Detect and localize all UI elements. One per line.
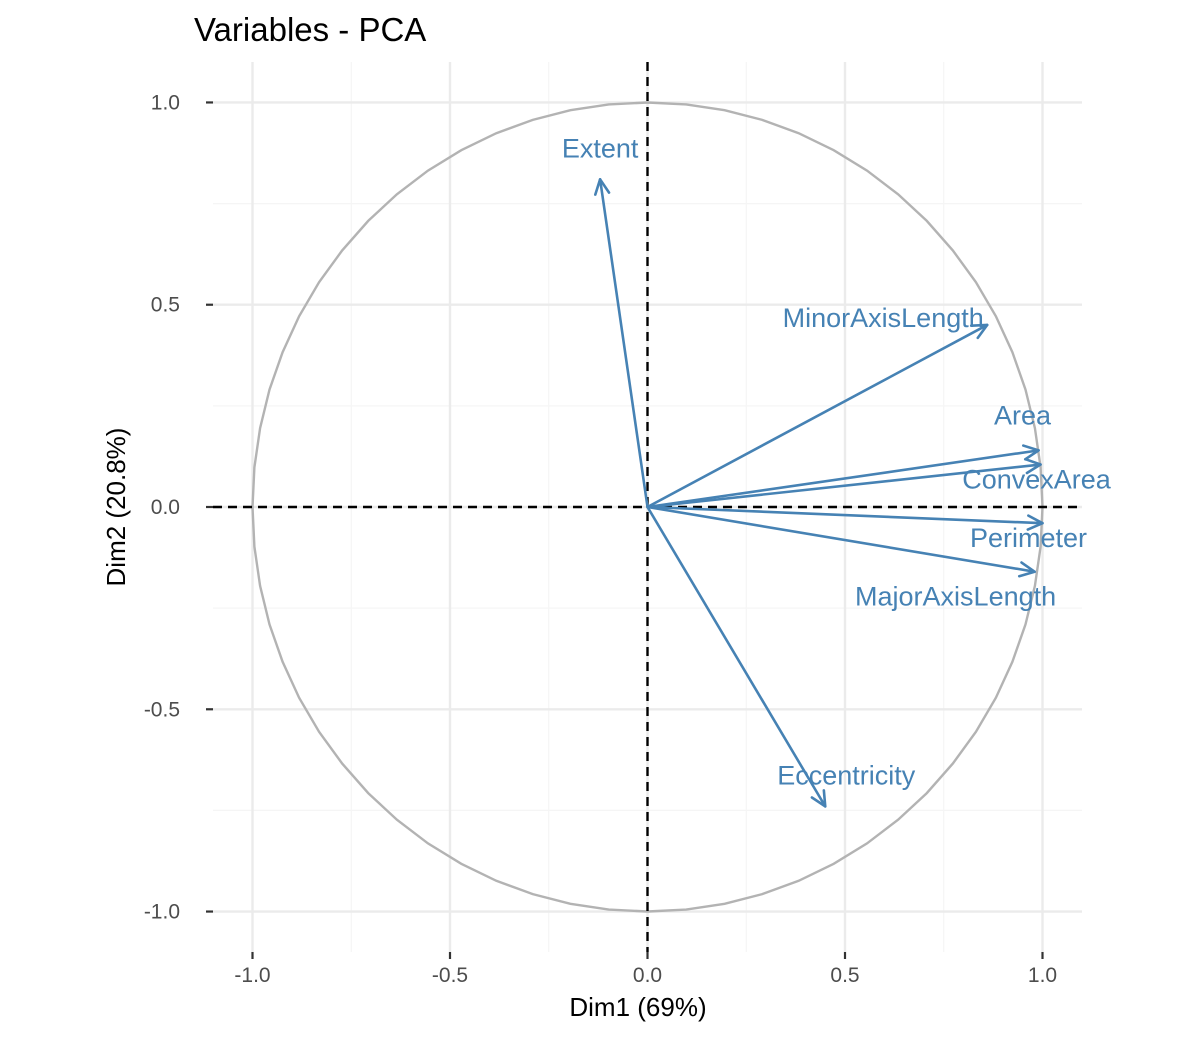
arrow-shaft-convexarea <box>646 463 1042 509</box>
arrow-head-convexarea <box>1024 457 1042 475</box>
arrow-eccentricity <box>646 505 827 808</box>
arrow-shaft-majoraxislength <box>646 505 1036 574</box>
arrow-minoraxislength <box>646 323 989 509</box>
arrow-head-extent <box>593 178 611 196</box>
y-tick-label: 1.0 <box>151 91 180 114</box>
arrow-extent <box>593 178 649 509</box>
chart-title: Variables - PCA <box>194 11 426 48</box>
y-tick-label: -1.0 <box>144 901 180 924</box>
reference-lines <box>213 62 1082 952</box>
variable-arrows <box>593 178 1044 808</box>
x-tick-label: 1.0 <box>1028 964 1057 987</box>
x-tick-label: 0.5 <box>830 964 859 987</box>
arrow-majoraxislength <box>646 505 1036 578</box>
variable-label-extent: Extent <box>562 133 639 163</box>
arrow-perimeter <box>646 505 1044 531</box>
arrow-head-majoraxislength <box>1017 561 1036 578</box>
y-axis-ticks: -1.0 -0.5 0.0 0.5 1.0 <box>144 91 213 924</box>
y-tick-label: 0.5 <box>151 294 180 317</box>
variable-label-area: Area <box>994 400 1052 430</box>
x-tick-label: 0.0 <box>633 964 662 987</box>
y-tick-label: 0.0 <box>151 496 180 519</box>
arrow-area <box>646 444 1040 509</box>
arrow-shaft-perimeter <box>646 505 1044 525</box>
x-axis-title: Dim1 (69%) <box>569 992 706 1022</box>
variable-label-minoraxislength: MinorAxisLength <box>783 303 984 333</box>
unit-circle <box>251 101 1044 913</box>
x-tick-label: -1.0 <box>234 964 270 987</box>
variable-label-perimeter: Perimeter <box>970 523 1087 553</box>
arrow-head-eccentricity <box>810 789 827 808</box>
y-axis-title: Dim2 (20.8%) <box>101 428 131 587</box>
y-tick-label: -0.5 <box>144 698 180 721</box>
arrow-shaft-extent <box>598 178 649 509</box>
arrow-convexarea <box>646 457 1042 509</box>
arrow-head-area <box>1021 444 1040 461</box>
x-axis-ticks: -1.0 -0.5 0.0 0.5 1.0 <box>234 952 1057 987</box>
arrow-head-perimeter <box>1026 514 1044 531</box>
x-tick-label: -0.5 <box>432 964 468 987</box>
correlation-circle-layer <box>251 101 1044 913</box>
variable-label-eccentricity: Eccentricity <box>777 760 916 790</box>
arrow-head-minoraxislength <box>969 323 989 340</box>
variable-label-majoraxislength: MajorAxisLength <box>855 582 1056 612</box>
variable-label-convexarea: ConvexArea <box>962 465 1112 495</box>
variable-labels: Extent MinorAxisLength Area ConvexArea Perim… <box>562 133 1112 790</box>
arrow-shaft-area <box>646 449 1040 509</box>
arrow-shaft-minoraxislength <box>646 323 989 509</box>
arrow-shaft-eccentricity <box>646 505 827 808</box>
